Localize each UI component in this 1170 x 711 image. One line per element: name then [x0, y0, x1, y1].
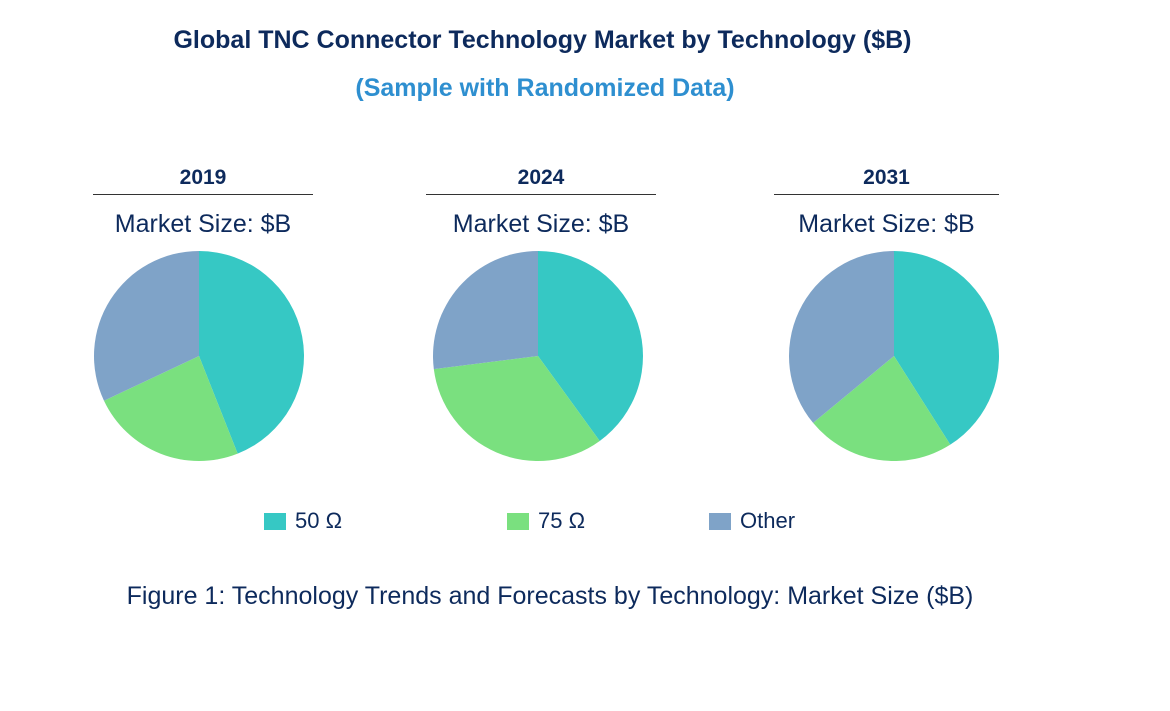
legend-label: 50 Ω	[295, 508, 343, 533]
slice-other	[789, 251, 894, 423]
slice-50-ohm	[894, 251, 999, 445]
slice-50-ohm	[538, 251, 643, 441]
legend-label: 75 Ω	[538, 508, 586, 533]
pie-year-label: 2031	[774, 166, 999, 195]
legend-label: Other	[740, 508, 796, 533]
pie-chart-2024	[433, 251, 643, 461]
legend-swatch	[507, 512, 529, 530]
pie-panel-2019: 2019 Market Size: $B	[93, 166, 313, 238]
legend-item-75-ohm: 75 Ω	[507, 508, 585, 534]
legend-item-other: Other	[709, 508, 795, 534]
slice-other	[93, 251, 199, 401]
legend-item-50-ohm: 50 Ω	[264, 508, 342, 534]
slice-50-ohm	[199, 251, 304, 454]
slice-75-ohm	[433, 356, 600, 461]
market-size-label: Market Size: $B	[798, 210, 975, 238]
slice-other	[433, 251, 538, 370]
legend-swatch	[709, 512, 731, 530]
market-size-label: Market Size: $B	[452, 210, 630, 238]
slice-75-ohm	[103, 356, 238, 461]
chart-title: Global TNC Connector Technology Market b…	[173, 26, 912, 54]
legend-swatch	[264, 512, 286, 530]
pie-chart-2031	[789, 251, 999, 461]
pie-panel-2024: 2024 Market Size: $B	[426, 166, 656, 238]
chart-subtitle: (Sample with Randomized Data)	[355, 74, 735, 102]
slice-75-ohm	[813, 356, 951, 461]
pie-year-label: 2024	[426, 166, 656, 195]
pie-chart-2019	[93, 251, 304, 461]
pie-panel-2031: 2031 Market Size: $B	[774, 166, 999, 238]
figure-caption: Figure 1: Technology Trends and Forecast…	[126, 582, 974, 610]
pie-year-label: 2019	[93, 166, 313, 195]
market-size-label: Market Size: $B	[114, 210, 292, 238]
